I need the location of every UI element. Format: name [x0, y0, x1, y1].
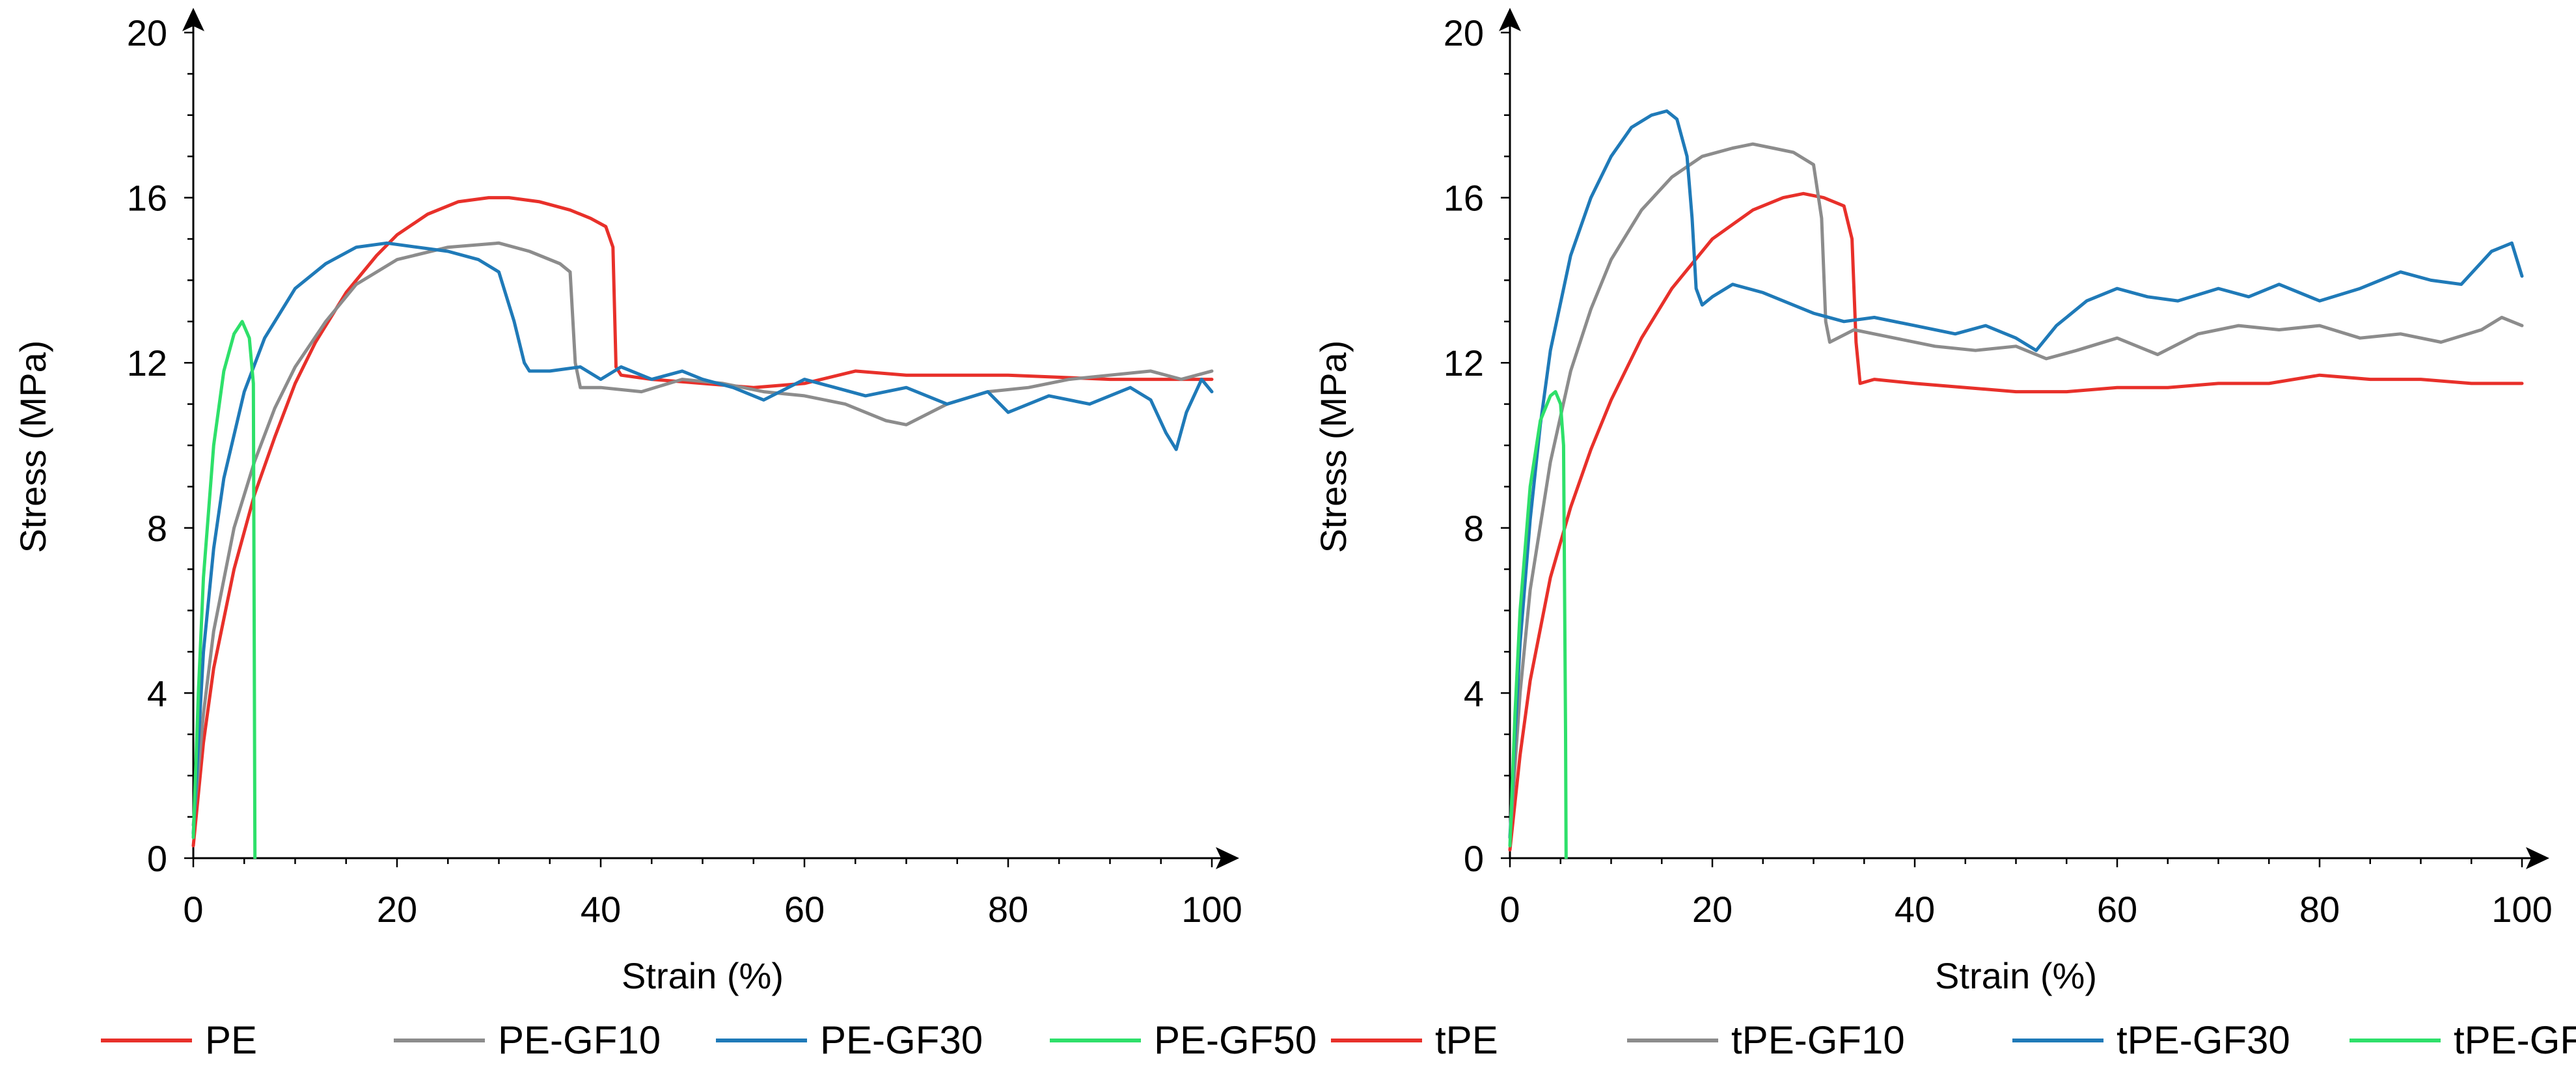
- legend-label-pe-gf10: PE-GF10: [498, 1018, 661, 1062]
- chart-right: 0 4 8 12 16 20 0 20 40 60 80 100 Strain (%) Stress (M…: [1313, 8, 2576, 1062]
- legend-label-tpe: tPE: [1435, 1018, 1498, 1062]
- series-line-pe-gf30: [191, 241, 1214, 835]
- series-line-pe: [191, 196, 1214, 848]
- series-line-tpe-gf10: [1508, 142, 2524, 839]
- y-tick-label: 12: [1444, 342, 1484, 384]
- y-tick-label: 16: [127, 178, 167, 219]
- series-line-tpe-gf50: [1508, 390, 1568, 859]
- y-axis-title: Stress (MPa): [12, 341, 53, 553]
- y-axis-arrow-icon: [182, 8, 204, 31]
- y-tick-label: 8: [1464, 508, 1484, 549]
- y-tick-label: 20: [1444, 12, 1484, 53]
- y-tick-label: 4: [147, 673, 167, 714]
- legend-label-pe: PE: [205, 1018, 257, 1062]
- series-line-pe-gf50: [191, 320, 257, 859]
- y-tick-label: 20: [127, 12, 167, 53]
- x-tick-label: 0: [1500, 889, 1520, 930]
- x-tick-label: 80: [988, 889, 1028, 930]
- legend-label-pe-gf30: PE-GF30: [820, 1018, 983, 1062]
- y-tick-label: 0: [147, 838, 167, 879]
- y-tick-label: 0: [1464, 838, 1484, 879]
- series-line-tpe-gf30: [1508, 109, 2524, 839]
- x-tick-label: 20: [1692, 889, 1733, 930]
- series-line-tpe: [1508, 191, 2524, 852]
- x-tick-label: 100: [2491, 889, 2552, 930]
- y-tick-label: 16: [1444, 178, 1484, 219]
- y-axis-arrow-icon: [1499, 8, 1521, 31]
- x-axis-arrow-icon: [2526, 847, 2549, 869]
- x-tick-label: 20: [377, 889, 417, 930]
- x-tick-label: 80: [2299, 889, 2340, 930]
- x-tick-label: 0: [183, 889, 203, 930]
- y-tick-label: 4: [1464, 673, 1484, 714]
- legend-label-tpe-gf30: tPE-GF30: [2117, 1018, 2290, 1062]
- series-line-pe-gf10: [191, 241, 1214, 827]
- x-tick-label: 60: [784, 889, 825, 930]
- x-tick-label: 40: [1895, 889, 1935, 930]
- legend-label-pe-gf50: PE-GF50: [1154, 1018, 1317, 1062]
- x-tick-label: 40: [581, 889, 621, 930]
- x-axis-title: Strain (%): [1935, 955, 2097, 996]
- x-tick-label: 60: [2097, 889, 2137, 930]
- y-tick-label: 12: [127, 342, 167, 384]
- x-axis-arrow-icon: [1216, 847, 1239, 869]
- x-axis-title: Strain (%): [622, 955, 784, 996]
- legend-label-tpe-gf50: tPE-GF50: [2454, 1018, 2576, 1062]
- y-tick-label: 8: [147, 508, 167, 549]
- legend-label-tpe-gf10: tPE-GF10: [1731, 1018, 1905, 1062]
- chart-left: 0 4 8 12 16 20 0 20 40 60 80 100 Strain (%) Stress (M…: [12, 8, 1317, 1062]
- y-axis-title: Stress (MPa): [1313, 341, 1354, 553]
- x-tick-label: 100: [1181, 889, 1242, 930]
